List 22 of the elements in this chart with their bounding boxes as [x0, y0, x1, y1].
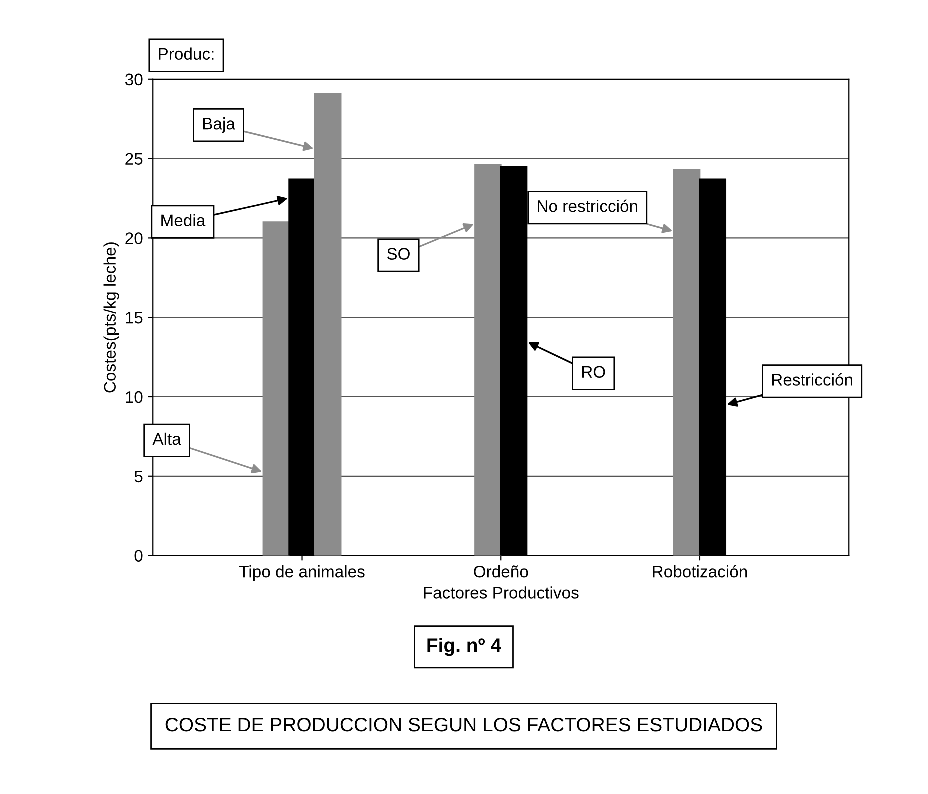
- text: No restricción: [538, 200, 638, 212]
- text: COSTE DE PRODUCCION SEGUN LOS FACTORES ESTUDIADOS: [166, 718, 762, 732]
- y-tick-label: 15: [126, 312, 143, 324]
- y-tick-label: 0: [134, 550, 143, 562]
- x-tick-label: Ordeño: [474, 566, 528, 578]
- legend-title: Produc:: [159, 48, 214, 60]
- text: Alta: [152, 432, 182, 446]
- text: Media: [162, 214, 206, 227]
- text: RO: [582, 366, 606, 378]
- y-tick-label: 25: [126, 153, 143, 166]
- y-tick-label: 10: [126, 391, 143, 404]
- y-tick-label: 5: [134, 470, 143, 483]
- text: Fig. nº 4: [428, 638, 502, 656]
- x-tick-label: Robotización: [653, 565, 748, 578]
- text: Restricción: [772, 373, 852, 386]
- y-tick-label: 20: [126, 232, 143, 244]
- text: SO: [387, 248, 410, 260]
- x-axis-title: Factores Productivos: [424, 586, 579, 599]
- text: Baja: [203, 118, 236, 134]
- y-axis-title: Costes(pts/kg leche): [104, 242, 120, 393]
- x-tick-label: Tipo de animales: [239, 566, 365, 582]
- y-tick-label: 30: [125, 74, 143, 86]
